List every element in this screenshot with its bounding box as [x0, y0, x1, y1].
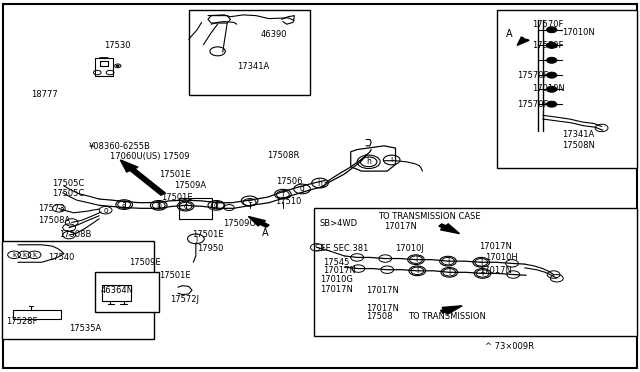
Text: 17017N: 17017N: [366, 304, 399, 312]
Text: 17010J: 17010J: [396, 244, 424, 253]
Text: 17501E: 17501E: [159, 271, 190, 280]
Text: 17508: 17508: [366, 312, 392, 321]
Text: TO TRANSMISSION: TO TRANSMISSION: [408, 312, 486, 321]
Text: SEE SEC.381: SEE SEC.381: [315, 244, 368, 253]
Text: i: i: [390, 155, 393, 164]
Text: 17950: 17950: [197, 244, 223, 253]
Text: l: l: [480, 258, 483, 267]
Text: h: h: [366, 157, 371, 166]
Text: ^ 73×009R: ^ 73×009R: [485, 342, 534, 351]
Text: k: k: [12, 252, 16, 258]
FancyArrow shape: [439, 224, 460, 234]
Text: j: j: [195, 234, 197, 243]
FancyArrow shape: [248, 217, 269, 227]
Bar: [189, 10, 310, 95]
Text: 17017N: 17017N: [384, 222, 417, 231]
Text: TO TRANSMISSION CASE: TO TRANSMISSION CASE: [378, 212, 480, 221]
Circle shape: [547, 57, 557, 63]
Text: 17570F: 17570F: [517, 71, 548, 80]
Text: 17341A: 17341A: [562, 130, 594, 139]
Text: l: l: [416, 266, 419, 275]
Text: 17060U(US) 17509: 17060U(US) 17509: [110, 153, 189, 161]
Text: 17017N: 17017N: [320, 285, 353, 294]
Text: e: e: [247, 196, 252, 205]
Text: 46390: 46390: [261, 30, 287, 39]
Text: l: l: [415, 255, 417, 264]
Text: 17017N: 17017N: [323, 266, 356, 275]
Text: SB>4WD: SB>4WD: [320, 219, 358, 228]
Text: ¥08360-6255B: ¥08360-6255B: [88, 142, 150, 151]
Text: 46364N: 46364N: [101, 286, 134, 295]
Text: 17010N: 17010N: [562, 28, 595, 37]
Text: A: A: [506, 29, 512, 39]
Bar: [179, 198, 212, 219]
Text: 17573: 17573: [38, 204, 65, 213]
Text: 17509E: 17509E: [129, 258, 161, 267]
Text: l: l: [447, 257, 449, 266]
Circle shape: [116, 65, 119, 67]
Text: 17010H: 17010H: [485, 253, 518, 262]
Text: a: a: [122, 200, 127, 209]
FancyArrow shape: [517, 37, 529, 45]
Text: h: h: [317, 179, 323, 187]
Text: k: k: [33, 252, 36, 258]
Text: 17509O: 17509O: [223, 219, 256, 228]
Text: 17506: 17506: [276, 177, 303, 186]
Bar: [314, 208, 637, 336]
Text: 17508N: 17508N: [562, 141, 595, 150]
Text: 17341A: 17341A: [237, 62, 269, 71]
Text: c: c: [184, 202, 188, 211]
Text: 17010G: 17010G: [320, 275, 353, 284]
Text: 17017N: 17017N: [479, 266, 511, 275]
Circle shape: [547, 42, 557, 48]
Text: f: f: [282, 190, 284, 199]
Text: 17545: 17545: [323, 258, 349, 267]
Text: 17017N: 17017N: [366, 286, 399, 295]
Text: o: o: [103, 206, 108, 215]
Text: b: b: [156, 201, 161, 210]
FancyArrow shape: [440, 306, 462, 314]
Bar: [2, 241, 154, 339]
Text: k: k: [22, 252, 26, 258]
Text: d: d: [214, 201, 219, 210]
Text: 17508A: 17508A: [38, 216, 70, 225]
Text: 17540: 17540: [48, 253, 74, 262]
Text: 17501E: 17501E: [159, 170, 190, 179]
Circle shape: [547, 27, 557, 33]
Text: l: l: [481, 269, 484, 278]
Text: 17017N: 17017N: [479, 242, 511, 251]
Text: g: g: [300, 185, 305, 193]
Text: 17508B: 17508B: [59, 230, 92, 239]
Text: 17505C: 17505C: [52, 189, 84, 198]
Text: 17572J: 17572J: [170, 295, 198, 304]
Circle shape: [547, 101, 557, 107]
Circle shape: [547, 72, 557, 78]
Text: 17570F: 17570F: [532, 41, 564, 50]
Bar: [497, 10, 637, 168]
FancyArrow shape: [120, 160, 166, 195]
Text: 17570F: 17570F: [517, 100, 548, 109]
Text: 18777: 18777: [31, 90, 58, 99]
Text: 17505C: 17505C: [52, 179, 84, 187]
Text: 17501E: 17501E: [192, 230, 223, 239]
Text: 17530: 17530: [104, 41, 130, 50]
Bar: [102, 285, 131, 301]
Text: 17501E: 17501E: [161, 193, 193, 202]
Text: 17528F: 17528F: [6, 317, 38, 326]
Bar: [95, 272, 159, 312]
Text: 17535A: 17535A: [69, 324, 101, 333]
Text: l: l: [448, 268, 451, 277]
Text: 17509A: 17509A: [174, 181, 206, 190]
Text: 17510: 17510: [275, 197, 301, 206]
Text: A: A: [262, 228, 269, 237]
Text: 17570F: 17570F: [532, 20, 564, 29]
Circle shape: [547, 86, 557, 92]
Text: 17010N: 17010N: [532, 84, 565, 93]
Text: 17508R: 17508R: [268, 151, 300, 160]
